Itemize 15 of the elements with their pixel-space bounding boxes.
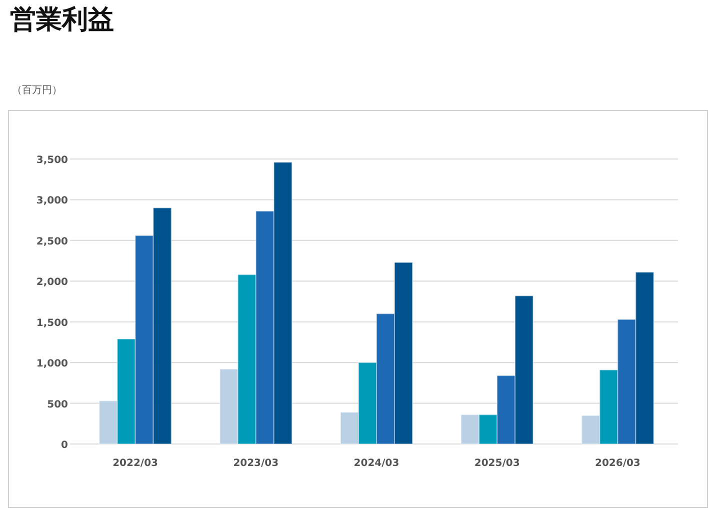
- y-tick-label: 2,500: [36, 236, 68, 248]
- y-tick-label: 3,500: [36, 155, 68, 166]
- x-tick-label: 2022/03: [112, 458, 158, 469]
- chart-title: 営業利益: [10, 5, 114, 35]
- y-tick-label: 500: [47, 399, 68, 410]
- y-tick-label: 3,000: [36, 196, 68, 207]
- y-tick-label: 2,000: [36, 277, 68, 288]
- y-tick-label: 1,000: [36, 358, 68, 370]
- x-tick-label: 2025/03: [474, 458, 520, 469]
- y-tick-label: 1,500: [36, 318, 68, 329]
- x-tick-label: 2024/03: [354, 458, 400, 469]
- text: （百万円）: [12, 85, 62, 96]
- x-tick-label: 2026/03: [594, 458, 640, 469]
- y-tick-label: 0: [61, 440, 68, 451]
- x-tick-label: 2023/03: [233, 458, 279, 469]
